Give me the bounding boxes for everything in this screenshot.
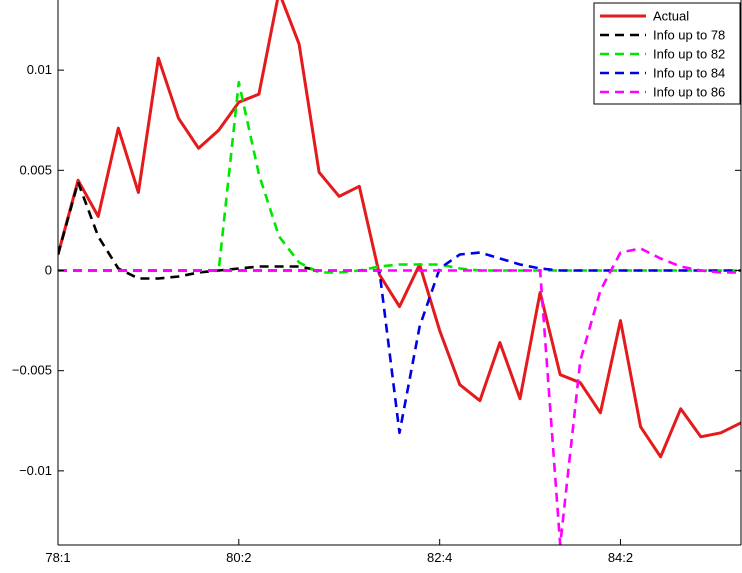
legend-label: Actual <box>653 9 689 24</box>
legend-label: Info up to 84 <box>653 66 725 81</box>
y-tick-label: −0.005 <box>12 363 52 378</box>
series-line-2 <box>58 181 320 280</box>
legend-label: Info up to 82 <box>653 47 725 62</box>
series-line-3 <box>58 80 741 274</box>
x-tick-label: 80:2 <box>226 550 251 565</box>
x-tick-label: 84:2 <box>608 550 633 565</box>
y-tick-label: −0.01 <box>19 463 52 478</box>
legend-label: Info up to 78 <box>653 28 725 43</box>
y-tick-label: 0.005 <box>19 162 52 177</box>
legend: Actual Info up to 78 Info up to 82 Info up … <box>593 2 741 105</box>
legend-box <box>593 2 741 105</box>
series-line-5 <box>58 247 741 545</box>
x-tick-label: 82:4 <box>427 550 452 565</box>
y-tick-label: 0.01 <box>27 62 52 77</box>
series-layer <box>58 0 741 545</box>
series-line-1 <box>58 0 741 459</box>
legend-label: Info up to 86 <box>653 85 725 100</box>
y-tick-label: 0 <box>45 262 52 277</box>
x-tick-label: 78:1 <box>45 550 70 565</box>
